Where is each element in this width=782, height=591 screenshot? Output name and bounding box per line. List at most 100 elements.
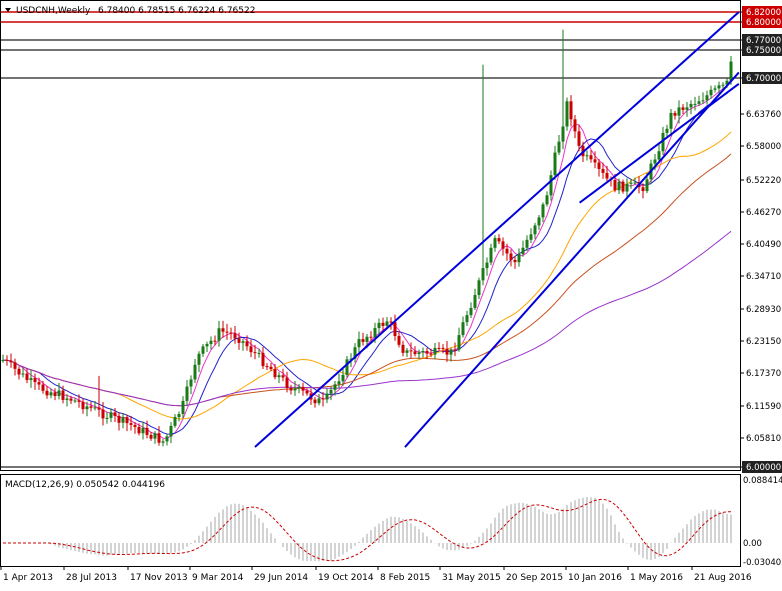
- price-tick-label: 6.58000: [746, 142, 781, 152]
- candle-body: [73, 400, 77, 402]
- candle-body: [61, 390, 65, 400]
- price-tick-label: 6.00000: [746, 463, 781, 473]
- candle-body: [401, 344, 405, 353]
- price-pane-frame: [0, 0, 741, 471]
- candle-body: [509, 253, 513, 260]
- candle-body: [497, 238, 501, 242]
- candle-body: [729, 61, 733, 81]
- ma-purple-line: [2, 230, 732, 407]
- candle-body: [37, 382, 41, 385]
- candle-body: [657, 151, 661, 160]
- price-tick-label: 6.70000: [746, 74, 781, 84]
- price-tick-label: 6.05810: [746, 434, 781, 444]
- candle-body: [369, 336, 373, 338]
- candle-body: [361, 339, 365, 342]
- chart-header: USDCNH,Weekly 6.78400 6.78515 6.76224 6.…: [5, 6, 255, 16]
- candle-body: [173, 417, 177, 426]
- candle-body: [209, 340, 213, 344]
- candle-body: [261, 352, 265, 367]
- candle-body: [85, 406, 89, 410]
- candle-body: [133, 424, 137, 427]
- price-level-badge: [742, 6, 782, 18]
- candle-body: [677, 107, 681, 116]
- candle-body: [117, 415, 121, 423]
- ohlc-readout: 6.78400 6.78515 6.76224 6.76522: [98, 6, 255, 16]
- candle-body: [221, 328, 225, 332]
- candle-body: [701, 100, 705, 102]
- candle-body: [481, 268, 485, 281]
- candle-body: [557, 141, 561, 153]
- candle-body: [325, 393, 329, 400]
- candle-body: [613, 179, 617, 191]
- candle-body: [665, 128, 669, 133]
- candle-body: [109, 412, 113, 418]
- candle-body: [585, 155, 589, 157]
- candle-body: [81, 401, 85, 410]
- candle-body: [409, 350, 413, 352]
- candle-body: [125, 417, 129, 424]
- candle-body: [285, 377, 289, 389]
- candle-body: [141, 427, 145, 434]
- candle-body: [465, 315, 469, 323]
- candle-body: [421, 350, 425, 353]
- candle-body: [305, 390, 309, 394]
- candle-body: [681, 107, 685, 110]
- price-level-badge: [742, 34, 782, 46]
- candle-body: [697, 101, 701, 104]
- candle-body: [601, 168, 605, 173]
- candle-body: [385, 321, 389, 326]
- candle-body: [393, 322, 397, 336]
- candle-body: [713, 88, 717, 90]
- macd-axis: 0.088414 0.00 -0.030405: [743, 476, 782, 568]
- candle-body: [29, 378, 33, 381]
- candle-body: [505, 248, 509, 254]
- price-tick-label: 6.23150: [746, 337, 781, 347]
- candle-body: [185, 386, 189, 401]
- candle-body: [561, 126, 565, 142]
- candle-body: [457, 335, 461, 350]
- dropdown-triangle-icon[interactable]: [5, 8, 11, 12]
- candle-body: [181, 400, 185, 415]
- candle-body: [317, 398, 321, 404]
- candle-body: [673, 112, 677, 116]
- candle-body: [629, 182, 633, 184]
- candle-body: [685, 107, 689, 110]
- candle-body: [693, 103, 697, 105]
- candle-body: [493, 238, 497, 248]
- price-tick-label: 6.77000: [746, 36, 781, 46]
- candle-body: [689, 103, 693, 108]
- candle-body: [177, 414, 181, 418]
- macd-pane-frame: [0, 474, 741, 567]
- candle-body: [569, 101, 573, 120]
- ma-blue-line: [2, 88, 732, 435]
- candle-body: [377, 322, 381, 329]
- candle-body: [573, 119, 577, 132]
- candle-body: [217, 328, 221, 341]
- candle-body: [349, 358, 353, 360]
- candle-body: [645, 179, 649, 192]
- symbol-label: USDCNH,Weekly: [16, 6, 91, 16]
- price-tick-label: 6.17370: [746, 369, 781, 379]
- price-level-badge: [742, 44, 782, 56]
- candle-body: [149, 434, 153, 439]
- date-tick-label: 9 Mar 2014: [192, 573, 244, 583]
- channel-line-upper: [254, 11, 740, 448]
- candle-body: [269, 366, 273, 370]
- price-level-badge: [742, 461, 782, 473]
- candle-body: [105, 417, 109, 419]
- candle-body: [417, 352, 421, 355]
- price-tick-label: 6.75000: [746, 46, 781, 56]
- candle-body: [621, 181, 625, 192]
- candle-body: [341, 374, 345, 382]
- ma-orange-line: [2, 131, 732, 420]
- date-tick-label: 10 Jan 2016: [568, 573, 622, 583]
- candle-body: [241, 341, 245, 343]
- candle-body: [617, 181, 621, 191]
- candle-body: [197, 353, 201, 365]
- candle-body: [129, 423, 133, 425]
- macd-signal-line: [3, 498, 732, 562]
- price-level-badge: [742, 72, 782, 84]
- candle-body: [593, 159, 597, 163]
- date-tick-label: 20 Sep 2015: [506, 573, 563, 583]
